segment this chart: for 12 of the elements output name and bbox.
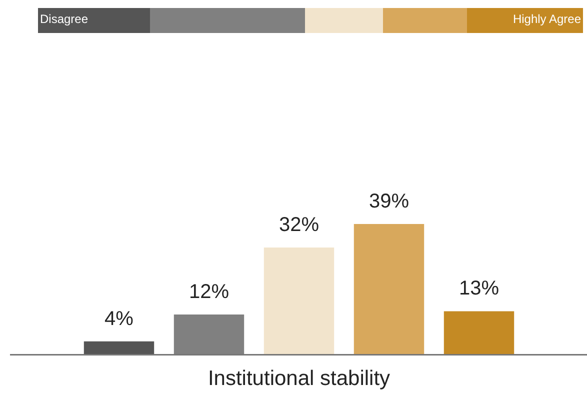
bar [264,247,334,355]
data-label: 12% [188,281,230,304]
x-axis-title: Institutional stability [208,367,391,390]
data-label: 39% [368,190,410,213]
data-label: 32% [278,214,320,236]
data-label: 4% [104,308,134,330]
data-label: 13% [458,278,500,300]
text: Highly Agree [512,12,581,26]
text: Disagree [40,12,88,26]
bar [444,311,514,355]
bar [354,224,424,355]
bar [84,341,154,355]
